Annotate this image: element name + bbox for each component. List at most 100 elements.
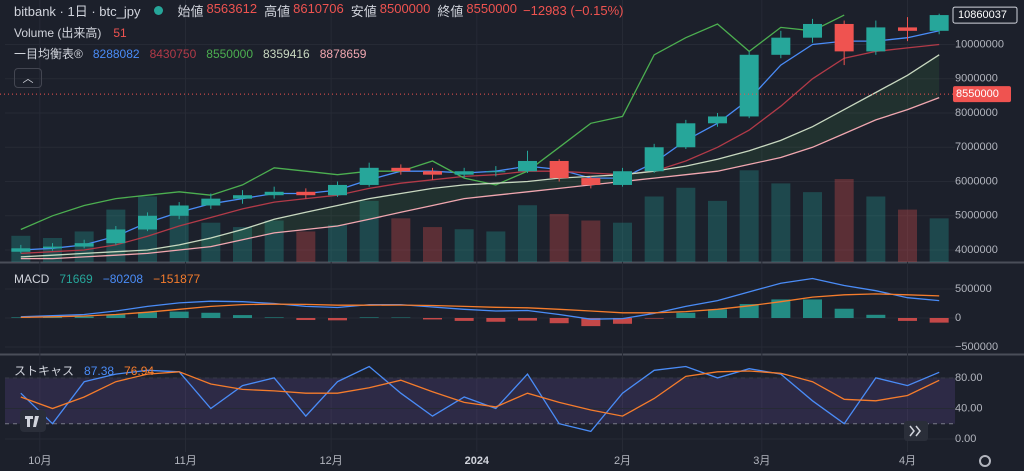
y-tick-label: 500000	[955, 283, 992, 295]
candle-body	[359, 167, 379, 185]
volume-bar	[929, 218, 949, 262]
candle-body	[233, 195, 252, 199]
x-tick-label: 2024	[465, 455, 490, 467]
candle-body	[454, 171, 474, 175]
volume-label: Volume (出来高)	[14, 26, 102, 40]
candle-body	[866, 27, 886, 52]
macd-legend: MACD 71669 −80208 −151877	[14, 272, 200, 286]
tv-logo	[20, 410, 46, 432]
indicator-value: 8430750	[149, 46, 197, 61]
histogram-bar	[138, 312, 157, 318]
last-price-box	[952, 6, 1018, 24]
ohlc-value: 8563612	[206, 1, 258, 16]
y-tick-label: 9000000	[955, 73, 998, 85]
indicator-line	[20, 293, 940, 319]
candle-body	[708, 116, 727, 124]
x-tick-label: 4月	[899, 455, 916, 467]
volume-bar	[518, 205, 537, 262]
volume-bar	[771, 183, 791, 262]
histogram-bar	[486, 317, 506, 322]
volume-bar	[708, 200, 727, 262]
volume-bar	[739, 170, 759, 262]
scroll-icon	[909, 425, 921, 437]
histogram-bar	[898, 317, 917, 321]
histogram-bar	[929, 317, 949, 323]
candle-body	[138, 215, 157, 230]
histogram-bar	[233, 315, 252, 318]
histogram-bar	[423, 317, 442, 320]
x-tick-label: 11月	[174, 455, 196, 467]
histogram-bar	[549, 317, 569, 324]
indicator-value: 8550000	[206, 46, 253, 61]
y-tick-label: 0.00	[955, 433, 976, 445]
y-tick-label: 80.00	[955, 372, 983, 384]
volume-bar	[898, 209, 917, 262]
volume-bar	[581, 220, 601, 262]
histogram-bar	[169, 311, 189, 318]
indicator-line	[20, 370, 940, 417]
indicator-value: 8288082	[92, 46, 140, 61]
histogram-bar	[676, 312, 696, 318]
histogram-bar	[359, 317, 379, 318]
volume-bar	[233, 227, 252, 262]
volume-bar	[328, 224, 347, 262]
stoch-legend: ストキャス 87.38 76.94	[14, 362, 154, 379]
volume-bar	[676, 187, 696, 262]
ohlc-value: 8550000	[466, 1, 518, 16]
indicator-line	[20, 14, 845, 231]
y-tick-label: 5000000	[955, 210, 998, 222]
volume-bar	[201, 222, 221, 262]
macd-value: −80208	[102, 272, 144, 286]
ichimoku-cloud	[20, 54, 940, 259]
price-marker-box	[953, 86, 1011, 103]
histogram-bar	[866, 314, 886, 318]
candle-body	[486, 171, 506, 173]
scroll-button[interactable]	[904, 421, 928, 441]
histogram-bar	[201, 312, 221, 318]
candle-body	[676, 123, 696, 148]
collapse-button[interactable]: ︿	[14, 68, 42, 88]
macd-value: −151877	[153, 272, 201, 286]
volume-bar	[613, 222, 632, 262]
candle-body	[644, 147, 664, 172]
histogram-bar	[739, 304, 759, 318]
y-tick-label: 7000000	[955, 141, 998, 153]
indicator-line	[20, 96, 940, 260]
indicator-line	[20, 277, 940, 320]
status-dot	[154, 6, 164, 15]
histogram-bar	[708, 309, 727, 318]
volume-bar	[866, 196, 886, 262]
volume-bar	[264, 220, 284, 262]
candle-body	[43, 246, 62, 249]
x-tick-label: 10月	[28, 455, 51, 467]
last-price-label: 10860037	[958, 9, 1007, 21]
candle-body	[581, 178, 601, 185]
histogram-bar	[106, 314, 126, 318]
histogram-bar	[644, 317, 664, 319]
x-tick-label: 3月	[753, 455, 770, 467]
stoch-value: 76.94	[124, 363, 155, 378]
stoch-title: ストキャス	[14, 364, 75, 378]
volume-legend: Volume (出来高) 51	[14, 24, 127, 41]
volume-bar	[169, 213, 189, 262]
histogram-bar	[834, 308, 854, 318]
candle-body	[549, 160, 569, 179]
stoch-band	[5, 377, 955, 424]
volume-bar	[454, 229, 474, 262]
settings-button[interactable]	[979, 455, 991, 467]
volume-bar	[803, 192, 822, 262]
ichimoku-legend: 一目均衡表® 8288082 8430750 8550000 8359416 88786…	[14, 45, 366, 62]
histogram-bar	[264, 317, 284, 318]
candle-body	[264, 191, 284, 196]
y-tick-label: 0	[955, 312, 961, 324]
candle-body	[74, 243, 94, 247]
candle-body	[296, 191, 316, 196]
ohlc-label: 安値	[350, 4, 377, 19]
candle-body	[106, 229, 126, 244]
candle-body	[771, 37, 791, 55]
y-tick-label: 10000000	[955, 38, 1004, 50]
volume-value: 51	[113, 25, 127, 40]
indicator-line	[20, 43, 940, 255]
histogram-bar	[803, 299, 822, 318]
